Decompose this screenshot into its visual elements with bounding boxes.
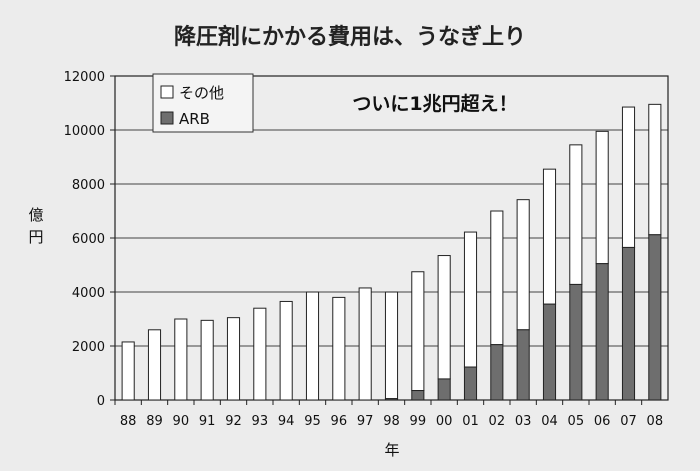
y-tick-label: 8000 (72, 178, 105, 193)
y-tick-label: 10000 (64, 124, 105, 139)
bar-segment-arb (542, 303, 557, 401)
y-tick-label: 4000 (72, 286, 105, 301)
bar-segment-arb (384, 398, 399, 401)
bar-segment-other (332, 296, 346, 401)
x-tick-label: 99 (410, 414, 427, 429)
bar-segment-arb (437, 378, 451, 401)
bar-segment-arb (490, 344, 504, 401)
bar-segment-arb (411, 390, 425, 401)
x-tick-label: 01 (462, 414, 479, 429)
bar-segment-arb (621, 246, 636, 401)
bar-segment-arb (595, 263, 609, 401)
x-tick-label: 98 (383, 414, 400, 429)
legend-label: その他 (179, 84, 224, 102)
x-tick-label: 02 (489, 414, 506, 429)
bar-segment-other (542, 168, 557, 305)
x-tick-label: 96 (331, 414, 348, 429)
bar-segment-other (411, 271, 425, 392)
bar-segment-other (305, 291, 320, 401)
x-axis-label: 年 (384, 441, 399, 459)
x-tick-label: 08 (647, 414, 664, 429)
bar-segment-other (121, 341, 135, 401)
bar-segment-arb (463, 366, 478, 401)
bar-segment-other (569, 144, 583, 285)
x-tick-label: 04 (541, 414, 558, 429)
y-axis-label-char: 億 (28, 206, 43, 224)
bar-segment-other (358, 287, 372, 401)
bar-segment-other (384, 291, 399, 400)
x-tick-label: 94 (278, 414, 295, 429)
y-tick-label: 0 (97, 394, 105, 409)
bar-segment-other (463, 231, 478, 368)
x-tick-label: 06 (594, 414, 611, 429)
chart-title: 降圧剤にかかる費用は、うなぎ上り (174, 24, 526, 50)
x-tick-label: 95 (304, 414, 321, 429)
bar-segment-arb (569, 283, 583, 401)
bar-segment-other (279, 300, 293, 401)
bar-segment-other (516, 199, 530, 331)
x-tick-label: 92 (225, 414, 242, 429)
y-axis-label-char: 円 (28, 228, 43, 246)
y-tick-label: 6000 (72, 232, 105, 247)
x-tick-label: 89 (146, 414, 163, 429)
x-tick-label: 91 (199, 414, 216, 429)
chart-annotation: ついに1兆円超え！ (352, 92, 517, 115)
x-tick-label: 00 (436, 414, 453, 429)
y-axis-label: 億円 (28, 206, 43, 246)
bar-segment-other (200, 319, 214, 401)
legend-swatch (160, 111, 174, 125)
bar-segment-arb (648, 234, 662, 401)
x-tick-label: 05 (568, 414, 585, 429)
y-tick-label: 12000 (64, 70, 105, 85)
bar-segment-other (621, 106, 636, 248)
bar-segment-arb (516, 329, 530, 401)
x-tick-label: 88 (120, 414, 137, 429)
y-tick-label: 2000 (72, 340, 105, 355)
x-tick-label: 03 (515, 414, 532, 429)
bar-segment-other (437, 255, 451, 380)
x-tick-label: 90 (173, 414, 190, 429)
bar-segment-other (648, 103, 662, 236)
legend-swatch (160, 85, 174, 99)
bar-segment-other (174, 318, 188, 401)
bar-segment-other (253, 307, 267, 401)
legend-label: ARB (179, 110, 210, 128)
bar-segment-other (490, 210, 504, 346)
bar-segment-other (595, 130, 609, 265)
x-tick-label: 97 (357, 414, 374, 429)
x-tick-label: 07 (620, 414, 637, 429)
x-tick-label: 93 (252, 414, 269, 429)
bar-segment-other (147, 329, 162, 401)
bar-segment-other (226, 317, 241, 401)
